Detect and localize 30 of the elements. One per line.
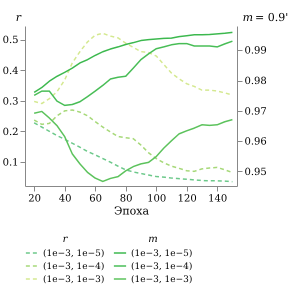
- x-tick-label: 100: [147, 194, 166, 204]
- legend-label: (1e−3, 1e−3): [131, 275, 192, 285]
- y2-axis-title: m: [242, 11, 253, 24]
- x-tick-label: 20: [28, 194, 42, 204]
- text: = 0.9': [255, 11, 288, 24]
- x-axis-title: Эпоха: [114, 204, 150, 218]
- y2-tick-label: 0.97: [244, 106, 267, 118]
- x-tick-label: 60: [89, 194, 102, 204]
- y-tick-label: 0.1: [2, 157, 18, 168]
- text: m: [148, 234, 158, 245]
- y-axis-title: r: [16, 11, 22, 24]
- x-tick-label: 80: [120, 194, 133, 204]
- y-tick-label: 0.5: [2, 35, 18, 46]
- line-series: [33, 122, 234, 182]
- x-tick-label: 120: [178, 194, 197, 204]
- legend-label: (1e−3, 1e−4): [131, 262, 192, 272]
- legend-label: (1e−3, 1e−3): [43, 275, 104, 285]
- y2-tick-label: 0.95: [244, 166, 267, 178]
- y2-tick-label: 0.96: [244, 136, 267, 148]
- y-tick-label: 0.3: [2, 96, 18, 108]
- y2-tick-label: 0.98: [244, 76, 267, 88]
- text: r: [62, 234, 68, 245]
- y-tick-label: 0.2: [2, 126, 18, 138]
- y2-tick-label: 0.99: [244, 46, 267, 57]
- y-tick-label: 0.4: [2, 66, 18, 77]
- legend-label: (1e−3, 1e−5): [43, 249, 104, 259]
- x-tick-label: 140: [208, 194, 228, 204]
- legend-label: (1e−3, 1e−4): [43, 262, 104, 272]
- x-tick-label: 40: [58, 194, 72, 204]
- legend-label: (1e−3, 1e−5): [131, 249, 192, 259]
